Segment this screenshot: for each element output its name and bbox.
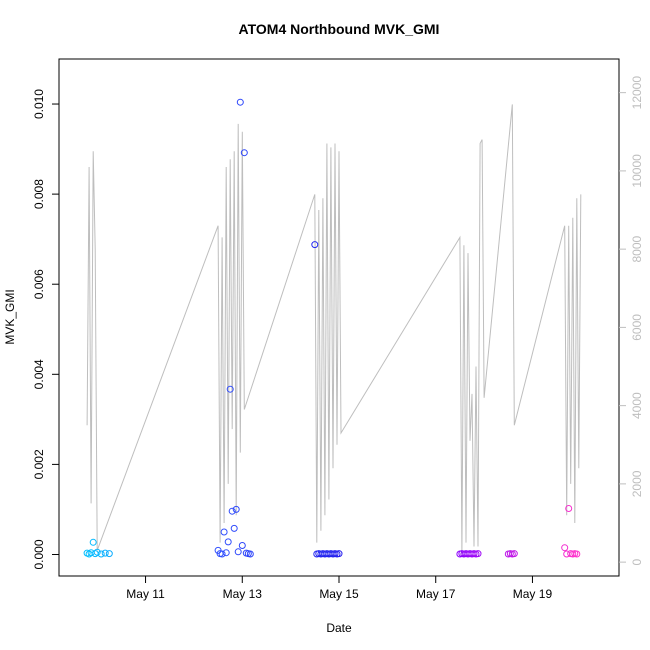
data-point xyxy=(510,550,518,558)
secondary-y-axis: 0 2000 4000 6000 8000 10000 12000 xyxy=(619,76,644,565)
data-points xyxy=(83,98,581,558)
data-point xyxy=(246,550,254,558)
y2-tick-label: 4000 xyxy=(630,392,644,419)
data-point xyxy=(240,149,248,157)
data-point xyxy=(226,385,234,393)
y2-tick-label: 8000 xyxy=(630,235,644,262)
data-point xyxy=(218,550,226,558)
plot-frame xyxy=(58,58,620,577)
y-tick-label: 0.006 xyxy=(32,269,46,299)
x-tick-label: May 19 xyxy=(513,587,553,601)
x-tick-label: May 17 xyxy=(416,587,456,601)
y2-tick-label: 12000 xyxy=(630,76,644,110)
data-point xyxy=(97,550,105,558)
y2-tick-label: 2000 xyxy=(630,470,644,497)
y2-tick-label: 6000 xyxy=(630,314,644,341)
x-tick-label: May 11 xyxy=(126,587,165,601)
x-tick-label: May 15 xyxy=(319,587,359,601)
data-point xyxy=(220,528,228,536)
data-point xyxy=(224,538,232,546)
data-point xyxy=(474,550,482,558)
data-point xyxy=(236,98,244,106)
data-point xyxy=(91,550,99,558)
data-point xyxy=(230,524,238,532)
data-point xyxy=(228,507,236,515)
data-point xyxy=(234,548,242,556)
y-axis: 0.000 0.002 0.004 0.006 0.008 0.010 xyxy=(32,89,59,570)
data-point xyxy=(232,505,240,513)
x-tick-label: May 13 xyxy=(223,587,263,601)
data-point xyxy=(105,550,113,558)
y-tick-label: 0.004 xyxy=(32,359,46,389)
data-point xyxy=(335,550,343,558)
data-point xyxy=(87,549,95,557)
data-point xyxy=(311,241,319,249)
y2-tick-label: 0 xyxy=(630,558,644,565)
y2-tick-label: 10000 xyxy=(630,154,644,188)
data-point xyxy=(238,542,246,549)
series-line xyxy=(86,104,582,555)
chart-title: ATOM4 Northbound MVK_GMI xyxy=(239,21,440,37)
y-tick-label: 0.010 xyxy=(32,89,46,119)
y-axis-label: MVK_GMI xyxy=(3,289,17,344)
x-axis: May 11 May 13 May 15 May 17 May 19 xyxy=(126,576,552,601)
data-point xyxy=(561,544,569,552)
y-tick-label: 0.000 xyxy=(32,539,46,569)
y-tick-label: 0.008 xyxy=(32,179,46,209)
data-point xyxy=(93,548,101,556)
x-axis-label: Date xyxy=(326,621,352,635)
y-tick-label: 0.002 xyxy=(32,449,46,479)
data-point xyxy=(565,505,573,512)
data-point xyxy=(101,549,109,557)
secondary-series-line xyxy=(86,104,582,555)
data-point xyxy=(222,549,230,557)
data-point xyxy=(89,538,97,546)
data-point xyxy=(573,550,581,558)
